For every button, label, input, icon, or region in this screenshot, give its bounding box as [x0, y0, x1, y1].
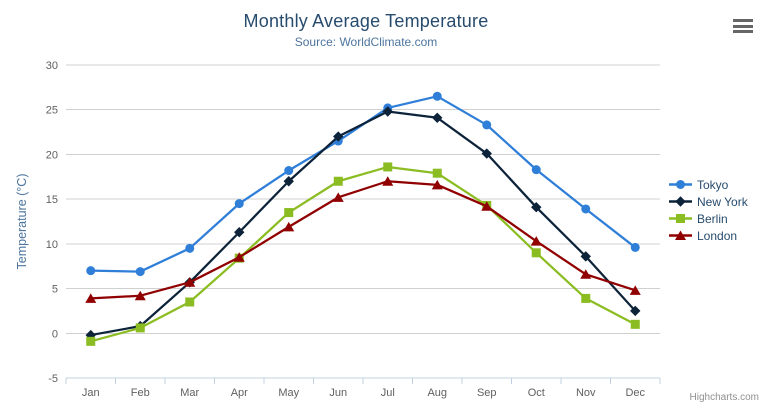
- gridlines: [66, 64, 660, 379]
- point-london-jul[interactable]: [382, 176, 394, 186]
- series-london: [85, 176, 641, 303]
- point-berlin-mar[interactable]: [185, 297, 195, 307]
- point-berlin-feb[interactable]: [135, 323, 145, 333]
- point-london-mar[interactable]: [184, 277, 196, 287]
- svg-text:Mar: Mar: [180, 387, 199, 399]
- point-london-jun[interactable]: [332, 192, 344, 202]
- point-new-york-dec[interactable]: [630, 305, 641, 317]
- point-london-dec[interactable]: [629, 285, 641, 295]
- point-new-york-nov[interactable]: [580, 251, 591, 262]
- legend-item-label: Tokyo: [697, 177, 729, 192]
- svg-text:30: 30: [46, 60, 58, 72]
- svg-text:Dec: Dec: [625, 387, 645, 399]
- svg-text:15: 15: [46, 194, 58, 206]
- chart-subtitle: Source: WorldClimate.com: [294, 35, 438, 49]
- legend-item-label: Berlin: [697, 211, 728, 226]
- point-tokyo-aug[interactable]: [432, 91, 442, 101]
- point-berlin-dec[interactable]: [630, 319, 640, 329]
- svg-text:Jan: Jan: [82, 387, 100, 399]
- point-new-york-oct[interactable]: [531, 201, 542, 213]
- legend-item-tokyo[interactable]: Tokyo: [669, 176, 748, 193]
- diamond-legend-marker-icon: [669, 196, 692, 207]
- point-tokyo-may[interactable]: [284, 166, 294, 176]
- circle-legend-marker-icon: [669, 180, 692, 189]
- point-berlin-nov[interactable]: [581, 293, 591, 303]
- point-berlin-may[interactable]: [284, 208, 294, 218]
- point-tokyo-sep[interactable]: [482, 120, 492, 130]
- svg-text:May: May: [278, 387, 299, 399]
- point-new-york-aug[interactable]: [432, 112, 443, 123]
- point-tokyo-dec[interactable]: [630, 242, 640, 252]
- triangle-legend-marker-icon: [669, 230, 692, 240]
- y-axis-labels: -5 0 5 10 15 20 25 30: [46, 60, 58, 385]
- point-new-york-jun[interactable]: [333, 131, 344, 142]
- point-new-york-may[interactable]: [283, 176, 294, 187]
- legend-item-label: London: [697, 228, 738, 243]
- point-tokyo-apr[interactable]: [234, 199, 244, 209]
- square-legend-marker-icon: [669, 214, 692, 223]
- svg-text:10: 10: [46, 239, 58, 251]
- point-tokyo-mar[interactable]: [185, 243, 195, 253]
- svg-text:Apr: Apr: [231, 387, 248, 399]
- svg-text:Aug: Aug: [427, 387, 447, 399]
- legend-item-new-york[interactable]: New York: [669, 193, 748, 210]
- legend: Tokyo New York Berlin London: [669, 176, 748, 244]
- point-london-nov[interactable]: [580, 269, 592, 279]
- series-tokyo: [86, 91, 640, 277]
- point-new-york-apr[interactable]: [234, 227, 245, 238]
- x-axis-labels: Jan Feb Mar Apr May Jun Jul Aug Sep Oct Nov Dec: [82, 387, 646, 399]
- point-new-york-jul[interactable]: [382, 106, 393, 117]
- point-berlin-aug[interactable]: [432, 168, 442, 178]
- svg-text:0: 0: [52, 328, 58, 340]
- point-london-apr[interactable]: [233, 252, 245, 262]
- point-london-feb[interactable]: [134, 290, 146, 301]
- svg-text:25: 25: [46, 105, 58, 117]
- svg-text:5: 5: [52, 284, 58, 296]
- point-tokyo-feb[interactable]: [135, 267, 145, 277]
- y-axis-title: Temperature (°C): [15, 174, 29, 270]
- legend-item-london[interactable]: London: [669, 227, 748, 244]
- point-london-sep[interactable]: [481, 201, 493, 211]
- point-tokyo-jan[interactable]: [86, 266, 96, 276]
- svg-text:Feb: Feb: [131, 387, 150, 399]
- point-berlin-jul[interactable]: [383, 162, 393, 172]
- svg-text:Jun: Jun: [329, 387, 347, 399]
- context-menu-button[interactable]: [730, 16, 756, 36]
- point-berlin-oct[interactable]: [531, 248, 541, 258]
- highcharts-credits-link[interactable]: Highcharts.com: [689, 392, 759, 403]
- legend-item-label: New York: [697, 194, 748, 209]
- point-tokyo-nov[interactable]: [581, 204, 591, 214]
- svg-text:Sep: Sep: [477, 387, 497, 399]
- svg-text:Jul: Jul: [381, 387, 395, 399]
- chart-title: Monthly Average Temperature: [243, 11, 489, 31]
- point-london-aug[interactable]: [431, 179, 443, 190]
- x-axis: [65, 377, 661, 384]
- svg-text:Oct: Oct: [528, 387, 545, 399]
- series-new-york: [85, 106, 641, 341]
- hamburger-icon: [733, 19, 753, 33]
- point-london-may[interactable]: [283, 221, 295, 232]
- legend-item-berlin[interactable]: Berlin: [669, 210, 748, 227]
- point-tokyo-oct[interactable]: [531, 165, 541, 175]
- svg-text:Nov: Nov: [576, 387, 596, 399]
- point-london-oct[interactable]: [530, 236, 542, 246]
- point-new-york-sep[interactable]: [481, 148, 492, 159]
- point-berlin-jan[interactable]: [86, 336, 96, 346]
- svg-text:20: 20: [46, 149, 58, 161]
- point-london-jan[interactable]: [85, 293, 97, 303]
- svg-text:-5: -5: [48, 373, 58, 385]
- point-berlin-jun[interactable]: [333, 176, 343, 186]
